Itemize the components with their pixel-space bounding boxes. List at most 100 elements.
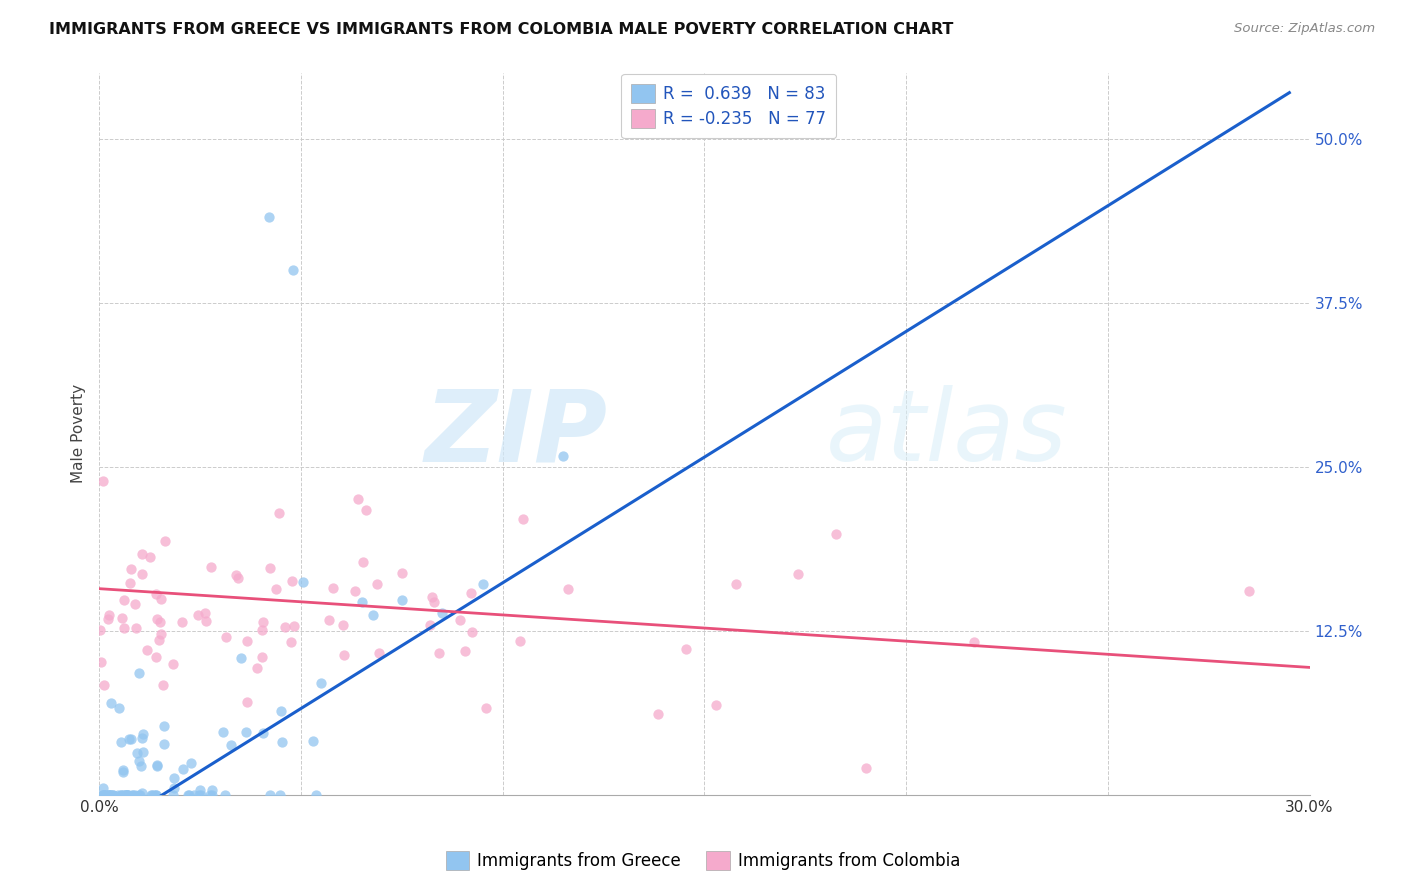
Point: [129, 788, 152, 802]
Point: [453, 644, 475, 658]
Point: [786, 567, 808, 582]
Point: [1237, 584, 1260, 599]
Point: [128, 666, 150, 681]
Point: [145, 757, 167, 772]
Point: [252, 726, 274, 740]
Point: [235, 725, 257, 739]
Point: [200, 782, 222, 797]
Point: [111, 788, 134, 802]
Point: [188, 788, 211, 802]
Point: [354, 502, 377, 516]
Point: [252, 615, 274, 630]
Point: [557, 582, 579, 596]
Point: [311, 675, 333, 690]
Point: [118, 576, 141, 591]
Point: [128, 788, 150, 802]
Point: [112, 592, 135, 607]
Point: [93, 788, 115, 802]
Point: [141, 788, 163, 802]
Point: [724, 576, 747, 591]
Point: [128, 754, 150, 768]
Point: [100, 696, 122, 710]
Point: [163, 772, 186, 786]
Point: [117, 788, 139, 802]
Point: [200, 560, 222, 574]
Point: [120, 732, 142, 747]
Point: [150, 627, 173, 641]
Point: [343, 584, 366, 599]
Point: [252, 623, 274, 637]
Point: [271, 735, 294, 749]
Point: [419, 618, 441, 632]
Point: [132, 727, 155, 741]
Point: [363, 608, 385, 623]
Point: [352, 555, 374, 569]
Point: [333, 648, 356, 663]
Point: [132, 745, 155, 759]
Point: [91, 788, 114, 802]
Point: [121, 788, 143, 802]
Point: [246, 661, 269, 675]
Legend: R =  0.639   N = 83, R = -0.235   N = 77: R = 0.639 N = 83, R = -0.235 N = 77: [621, 74, 837, 138]
Point: [153, 719, 176, 733]
Point: [117, 788, 139, 802]
Point: [427, 646, 450, 660]
Point: [460, 625, 482, 640]
Point: [115, 788, 138, 802]
Text: atlas: atlas: [825, 385, 1067, 483]
Point: [269, 506, 291, 520]
Point: [675, 641, 697, 656]
Point: [226, 571, 249, 585]
Point: [114, 788, 136, 802]
Point: [259, 561, 281, 575]
Point: [214, 788, 236, 802]
Point: [110, 788, 132, 802]
Point: [706, 698, 728, 712]
Point: [225, 568, 247, 582]
Point: [332, 617, 354, 632]
Point: [172, 615, 194, 630]
Point: [172, 762, 194, 776]
Point: [101, 788, 124, 802]
Point: [148, 632, 170, 647]
Text: IMMIGRANTS FROM GREECE VS IMMIGRANTS FROM COLOMBIA MALE POVERTY CORRELATION CHAR: IMMIGRANTS FROM GREECE VS IMMIGRANTS FRO…: [49, 22, 953, 37]
Point: [229, 650, 252, 665]
Point: [235, 695, 257, 709]
Point: [391, 593, 413, 607]
Point: [194, 606, 217, 620]
Point: [366, 577, 388, 591]
Point: [179, 788, 201, 802]
Point: [420, 590, 443, 604]
Point: [292, 575, 315, 590]
Point: [346, 492, 368, 507]
Point: [145, 649, 167, 664]
Point: [118, 731, 141, 746]
Point: [471, 577, 494, 591]
Point: [97, 788, 120, 802]
Point: [350, 595, 373, 609]
Text: Source: ZipAtlas.com: Source: ZipAtlas.com: [1234, 22, 1375, 36]
Point: [135, 643, 157, 657]
Point: [110, 788, 132, 802]
Point: [270, 704, 292, 718]
Point: [110, 735, 132, 749]
Point: [855, 761, 877, 775]
Point: [114, 788, 136, 802]
Point: [98, 788, 121, 802]
Text: ZIP: ZIP: [425, 385, 607, 483]
Point: [825, 526, 848, 541]
Point: [149, 592, 172, 607]
Point: [146, 759, 169, 773]
Point: [219, 738, 242, 752]
Point: [302, 734, 325, 748]
Point: [131, 547, 153, 561]
Point: [236, 633, 259, 648]
Point: [257, 211, 280, 225]
Point: [155, 533, 177, 548]
Point: [108, 701, 131, 715]
Point: [553, 449, 575, 463]
Point: [91, 781, 114, 796]
Point: [162, 788, 184, 802]
Point: [112, 763, 135, 777]
Point: [177, 788, 200, 802]
